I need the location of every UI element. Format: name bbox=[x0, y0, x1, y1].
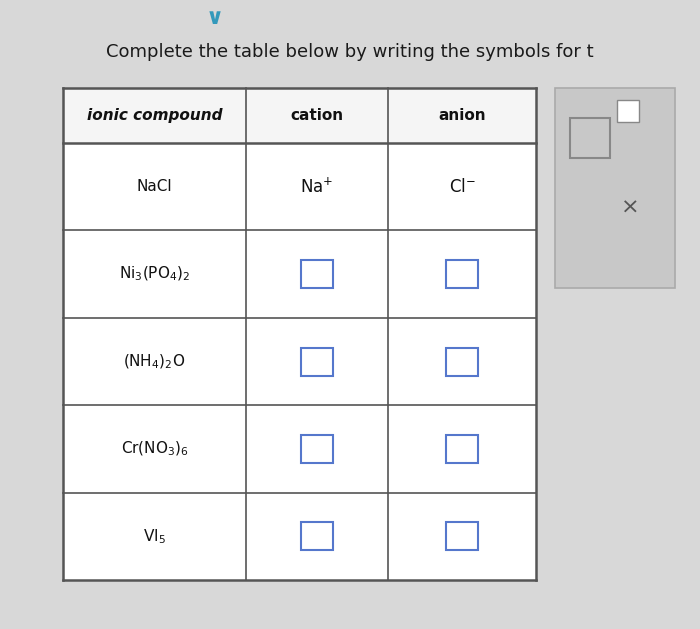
Text: NaCl: NaCl bbox=[136, 179, 172, 194]
Text: Na$^{+}$: Na$^{+}$ bbox=[300, 177, 334, 196]
Bar bbox=[63, 88, 536, 580]
Text: (NH$_4$)$_2$O: (NH$_4$)$_2$O bbox=[123, 352, 186, 370]
Text: Complete the table below by writing the symbols for t: Complete the table below by writing the … bbox=[106, 43, 594, 61]
Bar bbox=[301, 435, 333, 463]
Text: ionic compound: ionic compound bbox=[87, 108, 223, 123]
Text: ∨: ∨ bbox=[206, 8, 224, 28]
Bar bbox=[301, 260, 333, 288]
Bar bbox=[446, 435, 478, 463]
Text: Ni$_3$(PO$_4$)$_2$: Ni$_3$(PO$_4$)$_2$ bbox=[119, 265, 190, 283]
Text: VI$_5$: VI$_5$ bbox=[143, 527, 166, 545]
Bar bbox=[446, 522, 478, 550]
Text: anion: anion bbox=[438, 108, 486, 123]
Text: ×: × bbox=[621, 198, 639, 218]
Bar bbox=[301, 522, 333, 550]
Text: Cr(NO$_3$)$_6$: Cr(NO$_3$)$_6$ bbox=[120, 440, 188, 458]
Bar bbox=[446, 347, 478, 376]
Text: cation: cation bbox=[290, 108, 344, 123]
Bar bbox=[617, 100, 639, 122]
Bar bbox=[570, 118, 610, 158]
Bar bbox=[446, 260, 478, 288]
Text: Cl$^{-}$: Cl$^{-}$ bbox=[449, 178, 475, 196]
Bar bbox=[301, 347, 333, 376]
Bar bbox=[63, 88, 536, 143]
Bar bbox=[555, 88, 675, 288]
